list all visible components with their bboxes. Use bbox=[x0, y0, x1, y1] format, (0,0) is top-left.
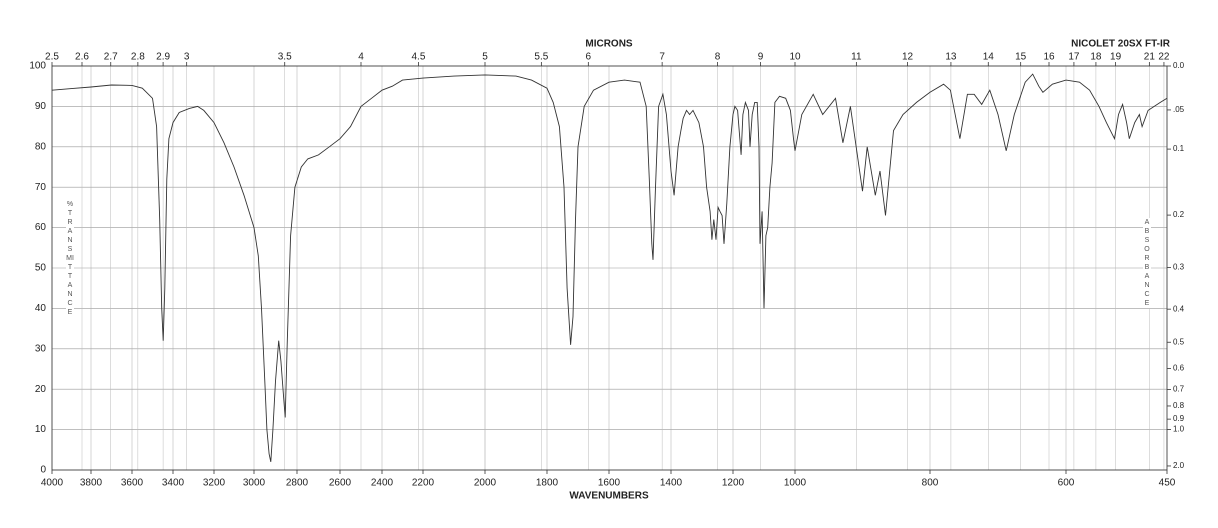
y2-tick-label: 1.0 bbox=[1173, 425, 1185, 434]
x2-tick-label: 2.6 bbox=[75, 52, 89, 63]
y-tick-label: 100 bbox=[29, 61, 46, 72]
y2-tick-label: 0.9 bbox=[1173, 414, 1185, 423]
x2-tick-label: 2.9 bbox=[156, 52, 170, 63]
x-tick-label: 2600 bbox=[329, 478, 352, 489]
x2-tick-label: 5.5 bbox=[534, 52, 548, 63]
x-tick-label: 2000 bbox=[474, 478, 497, 489]
y2-tick-label: 0.8 bbox=[1173, 401, 1185, 410]
y-tick-label: 0 bbox=[40, 465, 46, 476]
x-tick-label: 4000 bbox=[41, 478, 64, 489]
y-tick-label: 40 bbox=[35, 303, 47, 314]
y2-tick-label: 0.1 bbox=[1173, 144, 1185, 153]
y-tick-label: 20 bbox=[35, 384, 47, 395]
x-tick-label: 1600 bbox=[598, 478, 621, 489]
spectrum-line bbox=[51, 73, 1168, 462]
y2-axis-title: ABSORBANCE bbox=[1143, 218, 1151, 308]
x2-tick-label: 12 bbox=[902, 52, 914, 63]
x-tick-label: 2400 bbox=[371, 478, 394, 489]
x-tick-label: 600 bbox=[1058, 478, 1075, 489]
x-tick-label: 3000 bbox=[243, 478, 266, 489]
y2-tick-label: .05 bbox=[1173, 105, 1185, 114]
x2-tick-label: 10 bbox=[789, 52, 801, 63]
x-tick-label: 3200 bbox=[203, 478, 226, 489]
y2-tick-label: 0.7 bbox=[1173, 385, 1185, 394]
x2-tick-label: 15 bbox=[1015, 52, 1027, 63]
x-tick-label: 3600 bbox=[121, 478, 144, 489]
x-tick-label: 3800 bbox=[80, 478, 103, 489]
x2-tick-label: 21 bbox=[1144, 52, 1156, 63]
chart-title: NICOLET 20SX FT-IR bbox=[1071, 39, 1171, 50]
x-tick-label: 450 bbox=[1159, 478, 1176, 489]
x2-tick-label: 18 bbox=[1090, 52, 1102, 63]
y-tick-label: 10 bbox=[35, 424, 47, 435]
x-tick-label: 3400 bbox=[162, 478, 185, 489]
plot-frame bbox=[51, 65, 1168, 471]
y-tick-label: 60 bbox=[35, 222, 47, 233]
x-tick-label: 1200 bbox=[722, 478, 745, 489]
x2-tick-label: 9 bbox=[758, 52, 764, 63]
x2-tick-label: 17 bbox=[1068, 52, 1080, 63]
y-axis-title: %TRANSMITTANCE bbox=[66, 200, 74, 317]
y-tick-label: 50 bbox=[35, 263, 47, 274]
x-tick-label: 2800 bbox=[286, 478, 309, 489]
x2-tick-label: 5 bbox=[482, 52, 488, 63]
y-tick-label: 70 bbox=[35, 182, 47, 193]
x-tick-label: 2200 bbox=[412, 478, 435, 489]
x2-tick-label: 2.8 bbox=[131, 52, 145, 63]
y2-tick-label: 0.5 bbox=[1173, 337, 1185, 346]
y2-tick-label: 0.2 bbox=[1173, 210, 1185, 219]
x2-tick-label: 8 bbox=[715, 52, 721, 63]
y2-tick-label: 0.6 bbox=[1173, 364, 1185, 373]
x-tick-label: 800 bbox=[922, 478, 939, 489]
x2-tick-label: 19 bbox=[1110, 52, 1122, 63]
y-tick-label: 90 bbox=[35, 101, 47, 112]
x2-tick-label: 2.7 bbox=[104, 52, 118, 63]
x2-tick-label: 7 bbox=[659, 52, 665, 63]
y2-tick-label: 0.4 bbox=[1173, 304, 1185, 313]
y2-tick-label: 0.3 bbox=[1173, 263, 1185, 272]
x-tick-label: 1400 bbox=[660, 478, 683, 489]
y2-tick-label: 2.0 bbox=[1173, 461, 1185, 470]
x2-tick-label: 4 bbox=[358, 52, 364, 63]
x2-tick-label: 3 bbox=[184, 52, 190, 63]
x-axis-title: WAVENUMBERS bbox=[569, 491, 649, 502]
x2-tick-label: 11 bbox=[851, 52, 862, 63]
x2-tick-label: 22 bbox=[1158, 52, 1170, 63]
x2-tick-label: 3.5 bbox=[278, 52, 292, 63]
x-tick-label: 1000 bbox=[784, 478, 807, 489]
x2-tick-label: 13 bbox=[945, 52, 957, 63]
x2-tick-label: 14 bbox=[983, 52, 995, 63]
y-tick-label: 80 bbox=[35, 141, 47, 152]
x-tick-label: 1800 bbox=[536, 478, 559, 489]
x2-tick-label: 4.5 bbox=[411, 52, 425, 63]
x2-axis-title: MICRONS bbox=[585, 39, 633, 50]
x2-tick-label: 6 bbox=[586, 52, 592, 63]
x2-tick-label: 2.5 bbox=[45, 52, 59, 63]
x2-tick-label: 16 bbox=[1043, 52, 1055, 63]
y2-tick-label: 0.0 bbox=[1173, 61, 1185, 70]
y-tick-label: 30 bbox=[35, 343, 47, 354]
